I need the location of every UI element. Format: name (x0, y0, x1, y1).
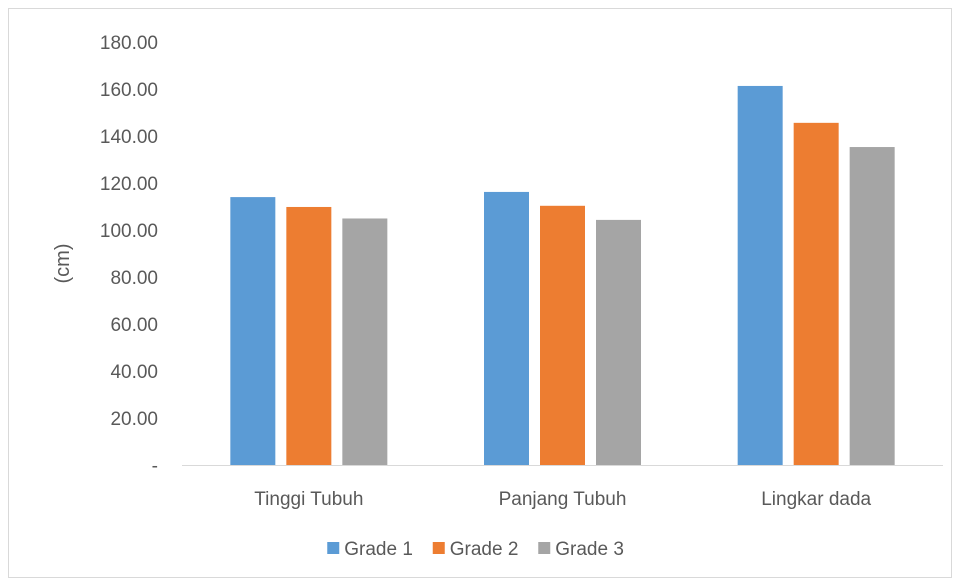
y-tick-label: 100.00 (100, 221, 158, 242)
y-axis-title: (cm) (52, 244, 74, 284)
x-axis-categories: Tinggi Tubuh Panjang Tubuh Lingkar dada (254, 489, 871, 510)
y-tick-label: 40.00 (110, 362, 158, 383)
bars (230, 85, 895, 466)
legend-swatch (327, 542, 340, 554)
y-tick-label: 120.00 (100, 174, 158, 195)
bar-grade-1 (737, 85, 783, 465)
y-tick-label: 60.00 (110, 315, 158, 336)
y-tick-label: 160.00 (100, 80, 158, 101)
legend-swatch (432, 542, 445, 554)
bar-grade-3 (342, 218, 388, 465)
x-category-label: Tinggi Tubuh (254, 489, 363, 510)
legend-label: Grade 3 (555, 539, 624, 560)
x-category-label: Panjang Tubuh (499, 489, 627, 510)
x-category-label: Lingkar dada (761, 489, 871, 510)
bar-grade-1 (230, 197, 276, 465)
y-axis-ticks: - 20.00 40.00 60.00 80.00 100.00 120.00 140.00 1… (100, 33, 158, 477)
legend: Grade 1 Grade 2 Grade 3 (327, 539, 624, 560)
bar-grade-2 (286, 206, 332, 465)
legend-label: Grade 1 (344, 539, 413, 560)
bar-grade-2 (540, 205, 585, 466)
bar-grade-1 (484, 191, 529, 465)
y-tick-label: 140.00 (100, 127, 158, 148)
y-tick-label: 80.00 (110, 268, 158, 289)
bar-grade-3 (849, 147, 895, 466)
y-tick-label: - (152, 456, 158, 477)
y-tick-label: 20.00 (110, 409, 158, 430)
legend-swatch (538, 542, 551, 554)
bar-grade-3 (596, 219, 641, 465)
y-tick-label: 180.00 (100, 33, 158, 54)
legend-label: Grade 2 (450, 539, 519, 560)
bar-grade-2 (793, 122, 839, 465)
